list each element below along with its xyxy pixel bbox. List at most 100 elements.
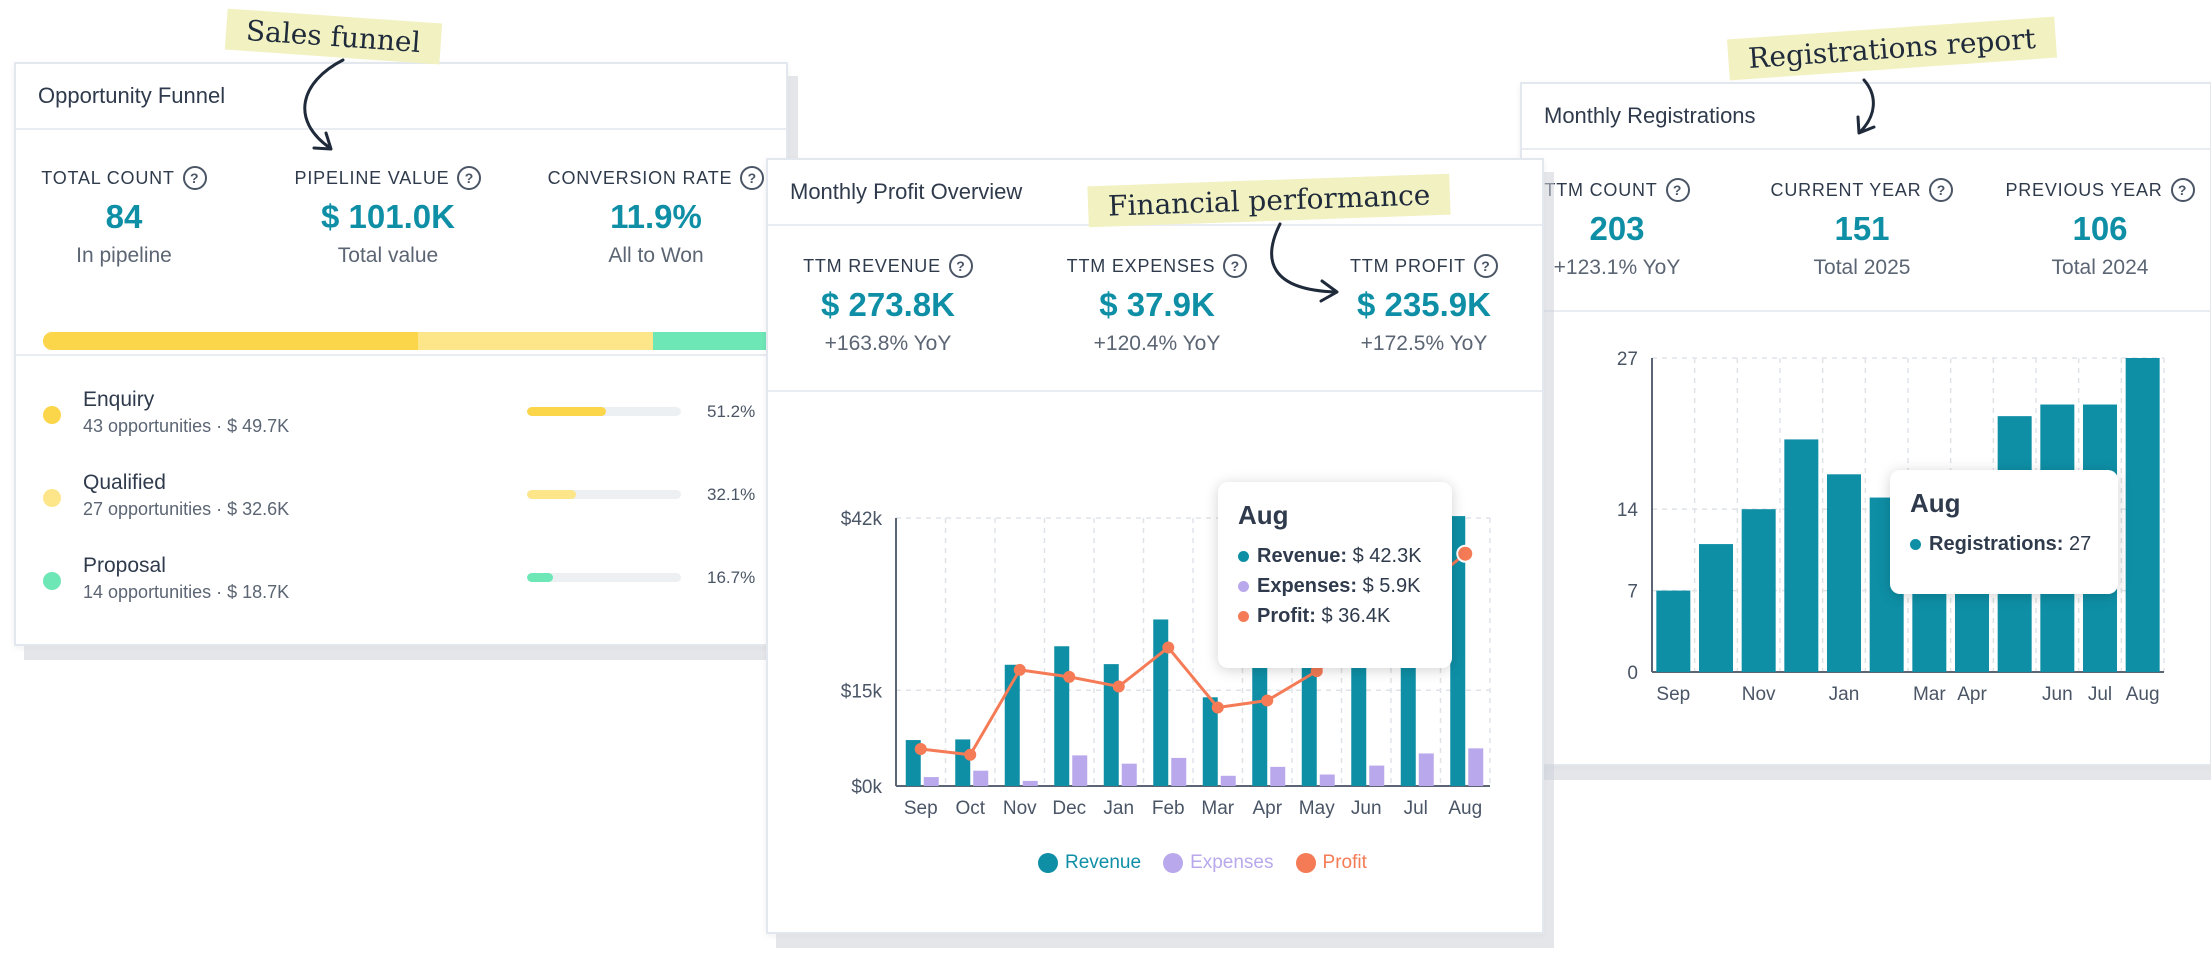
x-tick-label: Jul — [2088, 684, 2112, 705]
enquiry-dot-icon — [43, 406, 61, 424]
kpi-subtext: All to Won — [608, 244, 704, 267]
kpi-label: TTM REVENUE — [803, 255, 941, 276]
profit-point — [1162, 641, 1175, 654]
stage-proposal[interactable]: Proposal 14 opportunities · $ 18.7K 16.7… — [16, 550, 786, 610]
revenue-bar — [1202, 697, 1218, 786]
x-tick-label: May — [1299, 798, 1335, 819]
revenue-dot-icon — [1038, 853, 1058, 873]
tooltip-row: Registrations: 27 — [1910, 533, 2098, 556]
tooltip-title: Aug — [1910, 488, 1961, 518]
funnel-stacked-bar — [43, 332, 775, 350]
kpi-label: CONVERSION RATE — [547, 167, 733, 188]
x-tick-label: Mar — [1201, 798, 1234, 819]
opportunity-funnel-card: Opportunity Funnel TOTAL COUNT? 84 In pi… — [14, 62, 788, 646]
funnel-segment-enquiry — [43, 332, 418, 350]
card-title: Monthly Registrations — [1522, 84, 2210, 150]
kpi-subtext: Total value — [337, 244, 439, 267]
tooltip-label: Profit: — [1257, 605, 1316, 627]
kpi-ttm-profit: TTM PROFIT? $ 235.9K +172.5% YoY — [1324, 254, 1524, 356]
kpi-conversion-rate: CONVERSION RATE? 11.9% All to Won — [546, 166, 766, 268]
help-icon[interactable]: ? — [1473, 254, 1498, 278]
expenses-bar — [1022, 780, 1038, 786]
legend-label: Profit — [1322, 852, 1367, 873]
proposal-dot-icon — [43, 572, 61, 590]
legend-revenue[interactable]: Revenue — [1038, 852, 1141, 874]
kpi-previous-year: PREVIOUS YEAR? 106 Total 2024 — [1992, 178, 2208, 280]
kpi-value: 11.9% — [610, 198, 702, 235]
help-icon[interactable]: ? — [457, 166, 482, 190]
help-icon[interactable]: ? — [740, 166, 765, 190]
qualified-dot-icon — [43, 489, 61, 507]
x-tick-label: Jan — [1103, 798, 1134, 819]
card-title: Opportunity Funnel — [16, 64, 786, 130]
help-icon[interactable]: ? — [948, 254, 973, 278]
tooltip-row: Profit: $ 36.4K — [1238, 605, 1432, 628]
tooltip-label: Registrations: — [1929, 533, 2064, 555]
revenue-bar — [1054, 646, 1070, 786]
x-tick-label: Jun — [2042, 684, 2073, 705]
kpi-value: 151 — [1834, 210, 1890, 247]
annotation-registrations-report: Registrations report — [1726, 16, 2058, 81]
kpi-label: TTM EXPENSES — [1066, 255, 1216, 276]
profit-dot-icon — [1295, 853, 1316, 873]
help-icon[interactable]: ? — [2170, 178, 2195, 202]
stage-name: Enquiry — [83, 388, 155, 411]
legend-label: Expenses — [1190, 852, 1274, 873]
registrations-bar — [1656, 590, 1691, 672]
kpi-value: $ 37.9K — [1099, 286, 1215, 323]
tooltip-value: $ 36.4K — [1321, 605, 1391, 627]
stage-progress — [527, 490, 681, 499]
kpi-label: TOTAL COUNT — [41, 167, 175, 188]
stage-details: 43 opportunities · $ 49.7K — [83, 416, 290, 436]
help-icon[interactable]: ? — [1929, 178, 1954, 202]
kpi-label: TTM PROFIT — [1350, 255, 1466, 276]
x-tick-label: Jan — [1829, 684, 1860, 705]
chart-legend: Revenue Expenses Profit — [1038, 852, 1367, 874]
help-icon[interactable]: ? — [182, 166, 207, 190]
y-tick-label: 0 — [1627, 663, 1638, 684]
x-tick-label: Aug — [1448, 798, 1482, 819]
x-tick-label: Mar — [1913, 684, 1946, 705]
expenses-bar — [1072, 755, 1088, 786]
revenue-bar — [1252, 652, 1268, 786]
y-tick-label: $15k — [841, 681, 883, 702]
kpi-current-year: CURRENT YEAR? 151 Total 2025 — [1762, 178, 1962, 280]
expenses-bar — [1121, 763, 1137, 786]
legend-expenses[interactable]: Expenses — [1163, 852, 1274, 874]
revenue-bar — [955, 739, 971, 786]
x-tick-label: Nov — [1742, 684, 1776, 705]
monthly-profit-card: Monthly Profit Overview TTM REVENUE? $ 2… — [766, 158, 1544, 934]
legend-label: Revenue — [1065, 852, 1142, 873]
x-tick-label: Jun — [1351, 798, 1382, 819]
kpi-subtext: Total 2025 — [1813, 256, 1911, 279]
stage-qualified[interactable]: Qualified 27 opportunities · $ 32.6K 32.… — [16, 467, 786, 527]
expenses-bar — [973, 770, 989, 786]
stage-percent: 51.2% — [707, 402, 756, 421]
card-title: Monthly Profit Overview — [768, 160, 1542, 226]
kpi-value: $ 273.8K — [821, 286, 955, 323]
stage-enquiry[interactable]: Enquiry 43 opportunities · $ 49.7K 51.2% — [16, 384, 786, 444]
y-tick-label: 14 — [1617, 500, 1639, 521]
tooltip-label: Revenue: — [1257, 545, 1348, 567]
revenue-bar — [1153, 619, 1169, 786]
stage-progress-fill — [527, 573, 553, 582]
x-tick-label: Feb — [1152, 798, 1185, 819]
profit-point — [1063, 670, 1076, 683]
profit-point — [1261, 694, 1274, 707]
help-icon[interactable]: ? — [1223, 254, 1248, 278]
profit-point — [1013, 663, 1026, 676]
y-tick-label: $42k — [841, 509, 883, 530]
legend-profit[interactable]: Profit — [1295, 852, 1367, 874]
registrations-bar — [1784, 439, 1819, 672]
profit-point — [1310, 665, 1323, 678]
kpi-value: 203 — [1589, 210, 1645, 247]
y-tick-label: 7 — [1627, 582, 1638, 603]
stage-progress — [527, 573, 681, 582]
kpi-subtext: +120.4% YoY — [1093, 332, 1221, 355]
stage-progress-fill — [527, 490, 577, 499]
profit-tooltip: Aug Revenue: $ 42.3K Expenses: $ 5.9K Pr… — [1218, 482, 1452, 668]
help-icon[interactable]: ? — [1665, 178, 1690, 202]
revenue-bar — [1103, 664, 1119, 786]
stage-name: Proposal — [83, 554, 166, 577]
expenses-bar — [1418, 753, 1434, 786]
